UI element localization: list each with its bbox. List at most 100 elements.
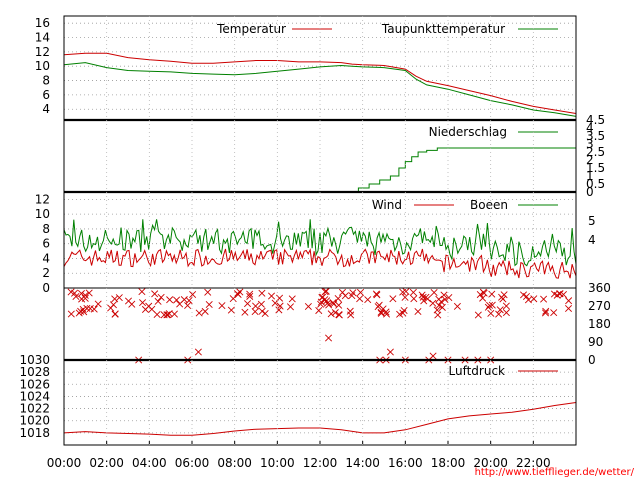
- direction-marker: [564, 305, 573, 313]
- marker-stroke: [151, 290, 159, 298]
- marker-stroke: [227, 306, 235, 314]
- direction-marker: [330, 300, 338, 308]
- direction-marker: [356, 295, 364, 303]
- direction-marker: [157, 293, 165, 301]
- y-tick-label: 0.5: [586, 177, 605, 191]
- marker-stroke: [94, 300, 102, 308]
- marker-stroke: [330, 300, 338, 308]
- marker-stroke: [288, 295, 296, 303]
- marker-stroke: [286, 303, 294, 311]
- marker-stroke: [422, 293, 430, 301]
- legend-niederschlag-label: Niederschlag: [429, 125, 507, 139]
- x-tick-label: 00:00: [47, 456, 82, 470]
- x-tick-label: 16:00: [388, 456, 423, 470]
- marker-stroke: [85, 289, 93, 297]
- direction-marker: [409, 288, 417, 296]
- marker-stroke: [261, 310, 269, 318]
- y-tick-label: 0: [586, 185, 594, 199]
- direction-marker: [67, 310, 75, 318]
- direction-marker: [258, 307, 266, 315]
- direction-marker: [67, 288, 75, 296]
- marker-stroke: [72, 292, 80, 301]
- marker-stroke: [540, 295, 548, 303]
- marker-stroke: [148, 305, 156, 313]
- direction-marker: [430, 288, 438, 296]
- direction-marker: [327, 310, 335, 318]
- marker-stroke: [218, 302, 226, 310]
- marker-stroke: [486, 301, 494, 309]
- marker-stroke: [429, 299, 437, 307]
- y-tick-label: 1028: [19, 365, 50, 379]
- marker-stroke: [356, 295, 364, 303]
- direction-marker: [414, 307, 422, 315]
- marker-stroke: [420, 297, 428, 305]
- marker-stroke: [349, 289, 357, 297]
- marker-stroke: [304, 303, 312, 311]
- marker-stroke: [379, 305, 387, 313]
- marker-stroke: [530, 295, 538, 303]
- y-tick-label-right: 4: [588, 233, 596, 247]
- marker-stroke: [334, 295, 342, 303]
- x-tick-label: 22:00: [516, 456, 551, 470]
- marker-stroke: [180, 296, 188, 304]
- direction-marker: [246, 290, 254, 298]
- direction-marker: [418, 291, 426, 299]
- legend-taupunkt-label: Taupunkttemperatur: [381, 22, 505, 36]
- marker-stroke: [78, 295, 86, 303]
- direction-marker: [347, 311, 355, 319]
- marker-stroke: [251, 308, 259, 316]
- direction-marker: [476, 291, 484, 299]
- direction-marker: [86, 305, 94, 313]
- direction-marker: [267, 292, 276, 300]
- legend-luftdruck-label: Luftdruck: [448, 364, 505, 378]
- marker-stroke: [331, 309, 339, 317]
- direction-marker: [401, 293, 409, 301]
- marker-stroke: [173, 296, 181, 304]
- marker-stroke: [502, 302, 510, 310]
- y-tick-label: 10: [35, 59, 50, 73]
- x-tick-label: 20:00: [473, 456, 508, 470]
- direction-marker: [502, 309, 510, 317]
- direction-marker: [422, 293, 430, 301]
- direction-marker: [487, 309, 495, 317]
- marker-stroke: [356, 288, 365, 296]
- direction-marker: [453, 302, 461, 310]
- direction-marker: [111, 310, 119, 318]
- marker-stroke: [347, 311, 355, 319]
- marker-stroke: [166, 296, 174, 304]
- direction-marker: [479, 294, 487, 302]
- marker-stroke: [90, 305, 98, 313]
- marker-stroke: [205, 301, 213, 309]
- direction-marker: [429, 299, 437, 307]
- marker-stroke: [372, 290, 380, 298]
- marker-stroke: [550, 309, 558, 317]
- direction-marker: [399, 309, 407, 317]
- x-tick-label: 02:00: [89, 456, 124, 470]
- marker-stroke: [109, 301, 117, 309]
- direction-marker: [257, 300, 265, 308]
- direction-marker: [541, 309, 549, 317]
- marker-stroke: [153, 310, 161, 319]
- direction-marker: [189, 290, 197, 298]
- marker-stroke: [541, 309, 549, 317]
- marker-stroke: [77, 290, 85, 298]
- marker-stroke: [195, 309, 203, 317]
- y-tick-label: 8: [42, 222, 50, 236]
- direction-marker: [488, 301, 496, 309]
- y-tick-label: 12: [35, 45, 50, 59]
- marker-stroke: [487, 309, 495, 317]
- marker-stroke: [115, 294, 123, 302]
- marker-stroke: [323, 297, 331, 305]
- marker-stroke: [325, 301, 333, 309]
- x-tick-label: 10:00: [260, 456, 295, 470]
- y-tick-label: 6: [42, 237, 50, 251]
- marker-stroke: [453, 302, 461, 310]
- direction-marker: [79, 305, 87, 313]
- direction-marker: [138, 288, 146, 296]
- marker-stroke: [194, 348, 202, 356]
- y-tick-label: 12: [35, 192, 50, 206]
- marker-stroke: [319, 293, 327, 301]
- direction-marker: [78, 295, 86, 303]
